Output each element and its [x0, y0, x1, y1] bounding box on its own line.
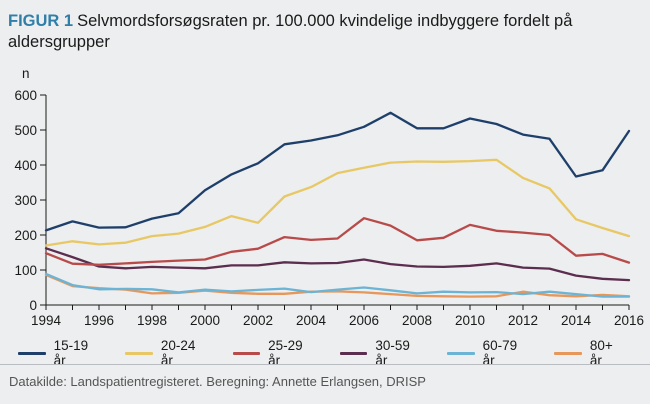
x-tick-label: 1996 — [84, 313, 114, 328]
series-line-20-24-r — [44, 158, 631, 247]
y-tick-label: 400 — [14, 158, 37, 173]
y-tick-label: 300 — [14, 193, 37, 208]
y-tick-label: 0 — [29, 298, 37, 313]
chart-axes: n 0 100 200 300 400 500 600 1994 1996 1998 2000 2002… — [14, 66, 644, 328]
legend-swatch — [339, 351, 368, 355]
x-tick-label: 2002 — [243, 313, 273, 328]
line-chart: n 0 100 200 300 400 500 600 1994 1996 1998 2000 2002… — [14, 66, 644, 328]
series-line-30-59-r — [44, 247, 631, 282]
x-tick-label: 2008 — [402, 313, 432, 328]
legend-swatch — [447, 351, 475, 355]
chart-title: FIGUR 1 Selvmordsforsøgsraten pr. 100.000… — [8, 11, 608, 53]
figure-label: FIGUR 1 — [8, 12, 74, 30]
series-line-25-29-r — [44, 217, 631, 266]
legend-swatch — [554, 351, 582, 355]
legend-swatch — [18, 351, 46, 355]
x-tick-label: 2014 — [561, 313, 592, 328]
data-source: Datakilde: Landspatientregisteret. Bereg… — [9, 374, 426, 389]
y-tick-label: 200 — [14, 228, 37, 243]
x-tick-label: 1998 — [137, 313, 167, 328]
x-tick-label: 2004 — [296, 313, 327, 328]
x-tick-label: 2000 — [190, 313, 220, 328]
divider — [0, 364, 650, 365]
x-tick-label: 1994 — [31, 313, 62, 328]
y-tick-label: 100 — [14, 263, 37, 278]
x-tick-label: 2016 — [614, 313, 644, 328]
x-tick-label: 2010 — [455, 313, 485, 328]
legend-swatch — [232, 351, 261, 355]
legend-item: 25-29 år — [232, 338, 318, 368]
x-tick-label: 2006 — [349, 313, 379, 328]
y-tick-label: 600 — [14, 88, 37, 103]
chart-series — [44, 111, 631, 298]
y-tick-label: 500 — [14, 123, 37, 138]
x-tick-label: 2012 — [508, 313, 538, 328]
figure-title: Selvmordsforsøgsraten pr. 100.000 kvinde… — [8, 12, 573, 51]
y-axis-label: n — [22, 66, 30, 81]
series-line-15-19-r — [44, 111, 631, 232]
legend-swatch — [125, 351, 153, 355]
series-line-60-79-r — [44, 272, 631, 298]
